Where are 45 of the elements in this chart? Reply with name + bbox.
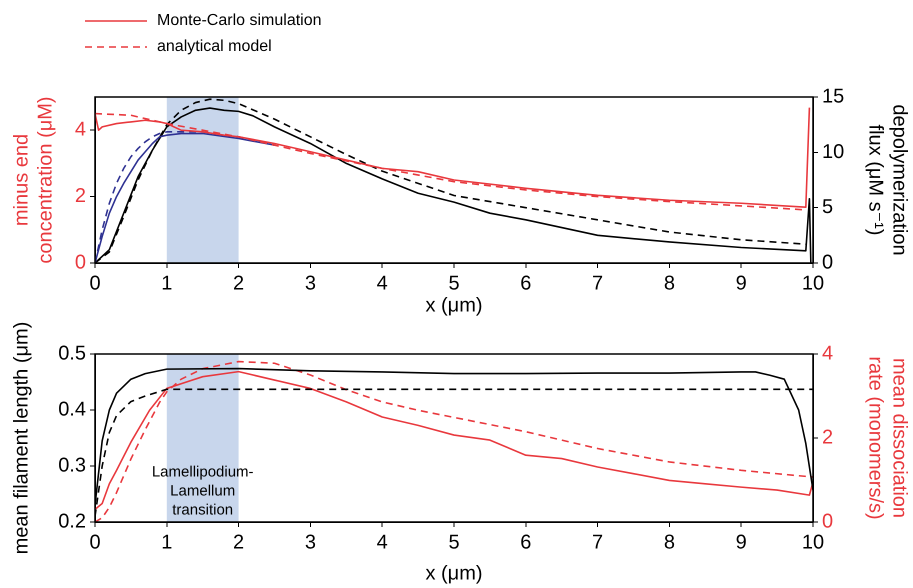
y2-tick-label: 10 — [822, 140, 844, 163]
y-axis-title: minus end concentration (μM) — [10, 96, 57, 264]
y2-tick-label: 15 — [822, 86, 844, 108]
x-tick-label: 5 — [448, 532, 460, 554]
x-tick-label: 9 — [736, 532, 747, 554]
band-label: Lamellipodium-Lamellum transition — [152, 464, 254, 519]
legend-label: analytical model — [157, 38, 272, 56]
y2-tick-label: 0 — [822, 252, 834, 274]
y-tick-label: 0.2 — [58, 510, 86, 533]
x-tick-label: 9 — [736, 272, 747, 295]
x-axis-title: x (μm) — [425, 294, 483, 317]
y2-axis-title: mean dissociation rate (monomers/s) — [864, 356, 910, 520]
x-tick-label: 8 — [664, 532, 675, 554]
x-tick-label: 7 — [592, 532, 604, 554]
y2-tick-label: 5 — [822, 196, 834, 218]
y2-tick-label: 4 — [822, 342, 834, 365]
x-tick-label: 2 — [233, 532, 244, 554]
y-axis-title: mean filament length (μm) — [10, 322, 33, 554]
x-tick-label: 0 — [89, 272, 101, 295]
y-tick-label: 0.5 — [58, 342, 86, 365]
y-tick-label: 2 — [74, 185, 86, 208]
y2-axis-title: depolymerization flux (μM s⁻¹) — [864, 104, 910, 256]
x-tick-label: 4 — [376, 272, 388, 295]
x-tick-label: 6 — [520, 532, 532, 554]
y-tick-label: 4 — [74, 118, 86, 141]
x-tick-label: 10 — [802, 272, 824, 295]
x-tick-label: 8 — [664, 272, 675, 295]
y-tick-label: 0.3 — [58, 454, 86, 477]
y-tick-label: 0 — [74, 252, 86, 274]
legend-label: Monte-Carlo simulation — [157, 12, 322, 30]
x-tick-label: 4 — [376, 532, 388, 554]
x-tick-label: 1 — [161, 272, 172, 295]
x-tick-label: 3 — [304, 272, 316, 295]
y-tick-label: 0.4 — [58, 398, 86, 421]
x-tick-label: 10 — [802, 532, 824, 554]
y2-tick-label: 0 — [822, 510, 834, 533]
x-tick-label: 0 — [89, 532, 101, 554]
x-tick-label: 3 — [304, 532, 316, 554]
x-tick-label: 2 — [233, 272, 244, 295]
x-axis-title: x (μm) — [425, 562, 483, 585]
x-tick-label: 7 — [592, 272, 604, 295]
y2-tick-label: 2 — [822, 426, 834, 449]
x-tick-label: 1 — [161, 532, 172, 554]
x-tick-label: 5 — [448, 272, 460, 295]
x-tick-label: 6 — [520, 272, 532, 295]
